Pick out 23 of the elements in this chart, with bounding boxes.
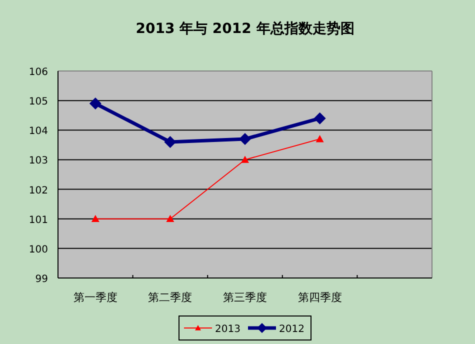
y-tick-label: 102 [28, 185, 48, 196]
point [91, 214, 100, 222]
y-tick-label: 101 [28, 214, 48, 226]
point [241, 156, 249, 163]
legend-label: 2012 [279, 324, 304, 335]
x-tick-label: 第三季度 [223, 291, 267, 304]
point [239, 133, 251, 146]
point [164, 136, 176, 148]
y-tick-label: 99 [35, 274, 48, 285]
x-tick-label: 第一季度 [73, 291, 118, 304]
y-tick-label: 105 [28, 96, 48, 108]
legend-label: 2013 [215, 324, 240, 335]
point [314, 112, 326, 124]
point [316, 135, 324, 142]
y-tick-label: 106 [28, 67, 48, 78]
y-tick-label: 104 [28, 126, 48, 138]
x-tick-label: 第二季度 [148, 291, 192, 304]
x-tick-label: 第四季度 [298, 291, 342, 304]
y-tick-label: 100 [28, 244, 48, 256]
y-tick-label: 103 [28, 156, 48, 167]
point [166, 214, 174, 222]
point [89, 98, 102, 110]
chart-title: 2013 年与 2012 年总指数走势图 [136, 21, 354, 37]
